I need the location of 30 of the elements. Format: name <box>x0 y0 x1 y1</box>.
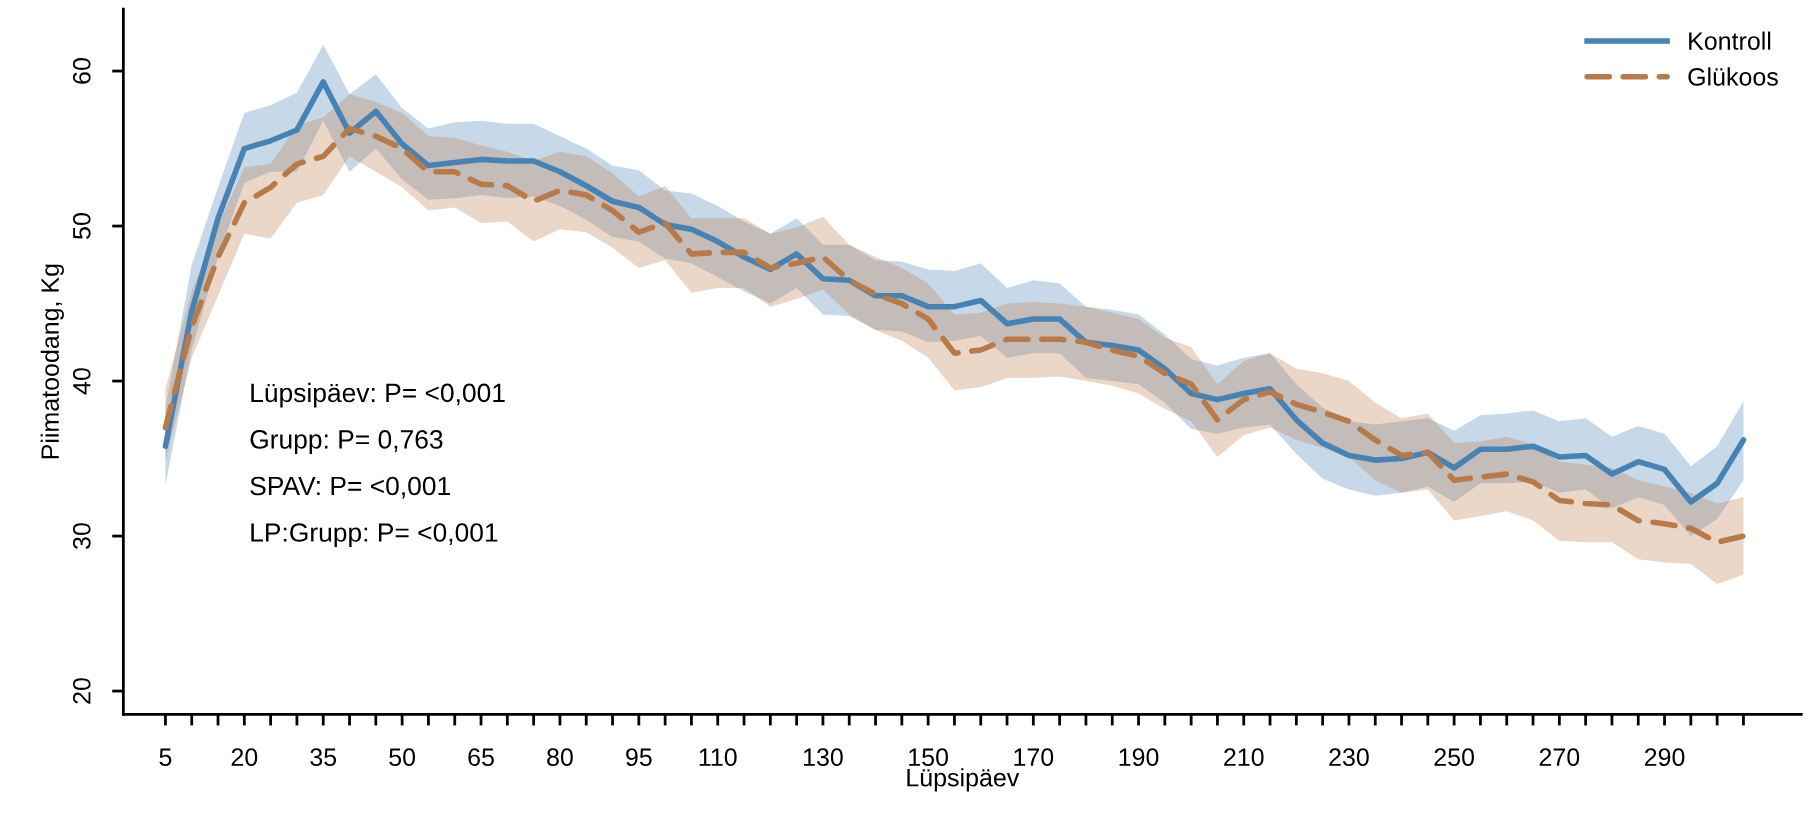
x-tick-label: 20 <box>231 748 258 767</box>
x-tick-label: 110 <box>699 748 737 767</box>
x-tick-label: 5 <box>159 748 172 767</box>
legend-label: Kontroll <box>1689 31 1771 50</box>
x-tick-label: 130 <box>803 748 843 767</box>
x-tick-label: 230 <box>1329 748 1369 767</box>
y-tick-label: 30 <box>72 523 91 550</box>
x-tick-label: 270 <box>1539 748 1580 767</box>
annotation: Grupp: P= 0,763 <box>250 430 443 454</box>
y-tick-label: 40 <box>72 368 91 395</box>
annotation: LP:Grupp: P= <0,001 <box>251 523 498 548</box>
y-tick-label: 20 <box>72 678 91 704</box>
annotation: Lüpsipäev: P= <0,001 <box>251 382 505 408</box>
x-tick-label: 190 <box>1119 748 1159 767</box>
x-tick-label: 50 <box>389 748 416 767</box>
x-tick-label: 290 <box>1644 748 1685 767</box>
y-axis-title: Piimatoodang, Kg <box>40 264 64 459</box>
legend-label: Glükoos <box>1688 67 1778 86</box>
x-tick-label: 250 <box>1434 748 1475 767</box>
x-tick-label: 80 <box>547 748 573 767</box>
x-tick-label: 210 <box>1224 748 1264 767</box>
x-tick-label: 150 <box>909 748 949 767</box>
x-axis-title: Lüpsipäev <box>907 768 1020 792</box>
x-tick-label: 95 <box>626 748 652 767</box>
y-tick-label: 50 <box>72 213 91 239</box>
y-tick-label: 60 <box>72 58 91 84</box>
x-tick-label: 65 <box>468 748 494 767</box>
x-tick-label: 170 <box>1014 748 1054 767</box>
annotation: SPAV: P= <0,001 <box>250 476 450 499</box>
x-tick-label: 35 <box>310 748 337 767</box>
